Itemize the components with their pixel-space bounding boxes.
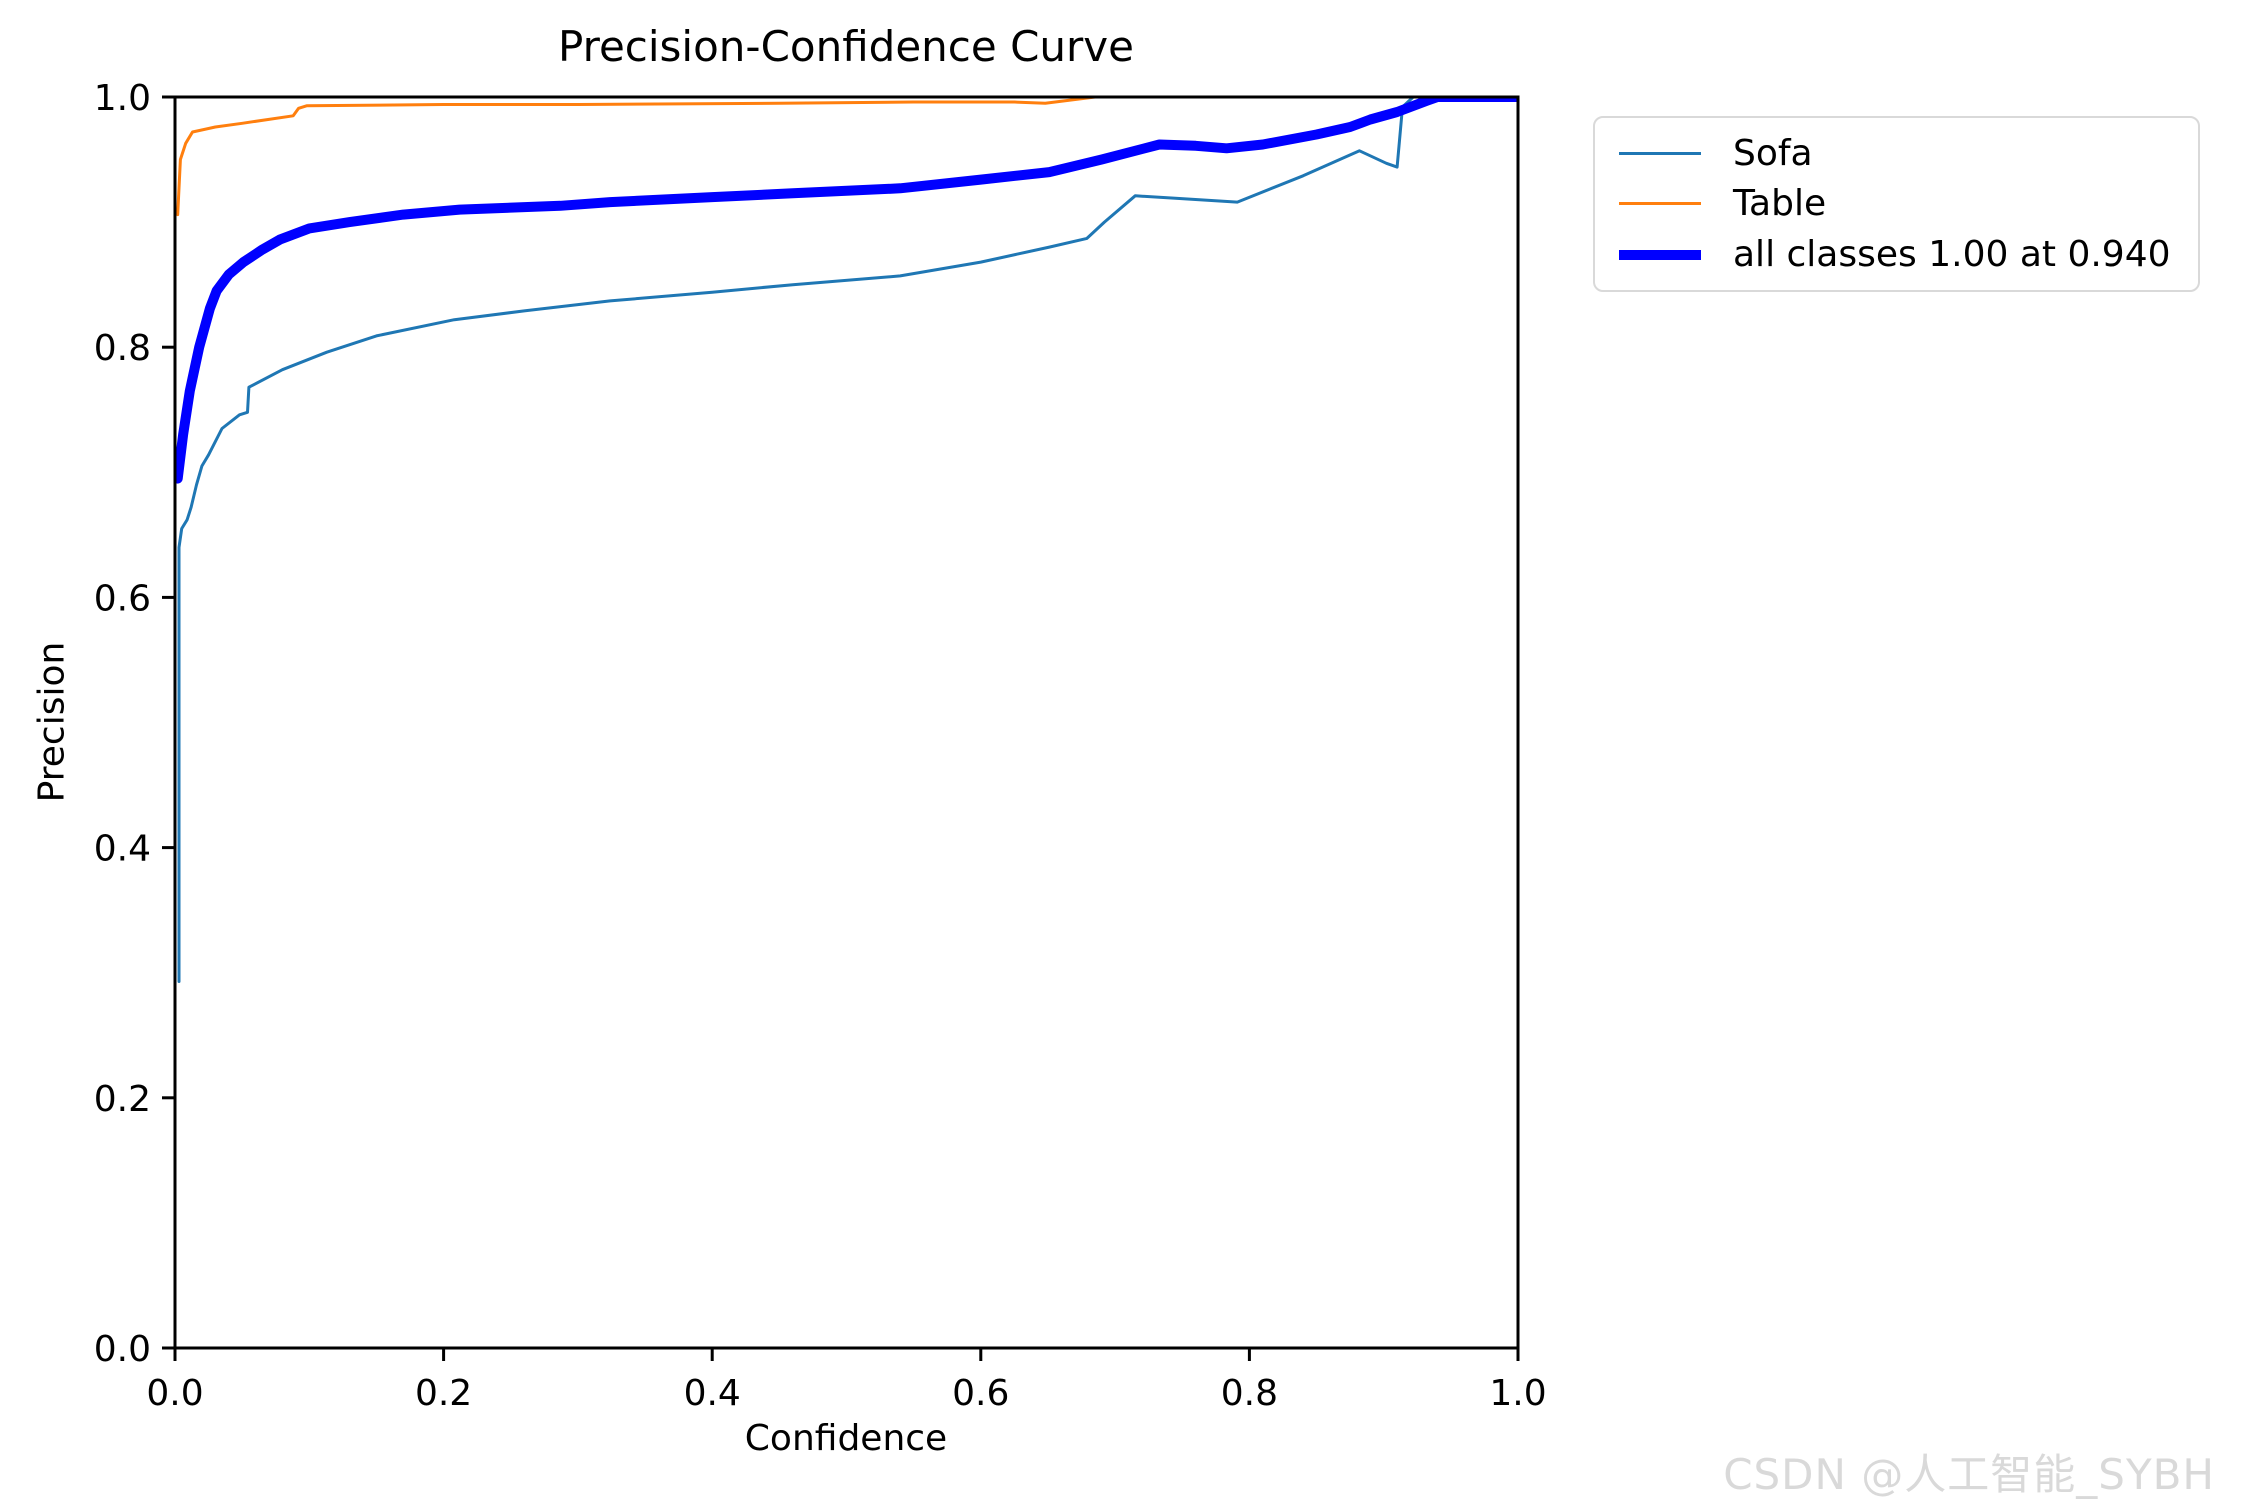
y-tick-label: 0.6 xyxy=(94,578,151,619)
x-axis-label: Confidence xyxy=(744,1418,948,1459)
y-tick-label: 1.0 xyxy=(94,78,151,119)
series-line-1 xyxy=(176,97,1518,217)
series-line-0 xyxy=(177,97,1518,983)
x-tick-label: 0.2 xyxy=(415,1373,472,1414)
y-tick-label: 0.0 xyxy=(94,1329,151,1370)
y-axis-label: Precision xyxy=(31,641,73,803)
legend-swatch-icon xyxy=(1619,202,1701,206)
plot-spines xyxy=(173,95,1520,1350)
y-tick-label: 0.2 xyxy=(94,1079,151,1120)
x-tick-label: 1.0 xyxy=(1489,1373,1546,1414)
y-tick-label: 0.8 xyxy=(94,328,151,369)
x-tick-label: 0.4 xyxy=(684,1373,741,1414)
x-tick-label: 0.8 xyxy=(1221,1373,1278,1414)
chart-title: Precision-Confidence Curve xyxy=(558,22,1134,71)
legend-entry-2: all classes 1.00 at 0.940 xyxy=(1619,234,2188,275)
legend-label: all classes 1.00 at 0.940 xyxy=(1733,234,2171,276)
legend-box: Sofa Table all classes 1.00 at 0.940 xyxy=(1593,116,2200,292)
x-tick-label: 0.0 xyxy=(146,1373,203,1414)
legend-label: Sofa xyxy=(1733,132,1813,174)
legend-label: Table xyxy=(1733,183,1827,225)
legend-entry-1: Table xyxy=(1619,183,2188,224)
legend-entry-0: Sofa xyxy=(1619,133,2188,174)
series-group xyxy=(175,97,1518,983)
series-line-2 xyxy=(175,97,1518,484)
y-tick-label: 0.4 xyxy=(94,829,151,870)
legend-swatch-icon xyxy=(1619,151,1701,155)
legend-swatch-icon xyxy=(1619,249,1701,260)
x-tick-label: 0.6 xyxy=(952,1373,1009,1414)
watermark-text: CSDN @人工智能_SYBH xyxy=(1723,1450,2215,1499)
